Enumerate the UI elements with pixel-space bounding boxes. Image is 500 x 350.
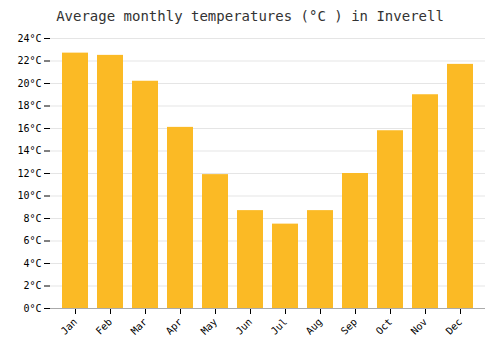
svg-text:Feb: Feb (94, 316, 115, 337)
svg-text:Aug: Aug (304, 316, 325, 337)
svg-text:24°C: 24°C (17, 33, 41, 44)
svg-text:4°C: 4°C (23, 258, 41, 269)
svg-text:Oct: Oct (374, 316, 395, 337)
svg-text:12°C: 12°C (17, 168, 41, 179)
svg-text:Dec: Dec (444, 316, 465, 337)
svg-text:Apr: Apr (164, 316, 185, 337)
svg-text:Jan: Jan (59, 316, 80, 337)
svg-text:2°C: 2°C (23, 280, 41, 291)
svg-text:10°C: 10°C (17, 190, 41, 201)
svg-text:Nov: Nov (409, 316, 430, 337)
svg-text:8°C: 8°C (23, 213, 41, 224)
svg-text:20°C: 20°C (17, 78, 41, 89)
svg-text:22°C: 22°C (17, 55, 41, 66)
svg-text:May: May (199, 316, 220, 337)
html-text:Average monthly temperatures (: Average monthly temperatures (°C ) in In… (56, 8, 444, 24)
svg-text:6°C: 6°C (23, 235, 41, 246)
svg-text:Jun: Jun (234, 316, 255, 337)
svg-text:Sep: Sep (339, 316, 360, 337)
svg-text:Jul: Jul (269, 316, 290, 337)
svg-text:Mar: Mar (129, 316, 150, 337)
svg-text:0°C: 0°C (23, 303, 41, 314)
svg-text:16°C: 16°C (17, 123, 41, 134)
svg-text:14°C: 14°C (17, 145, 41, 156)
svg-text:18°C: 18°C (17, 100, 41, 111)
